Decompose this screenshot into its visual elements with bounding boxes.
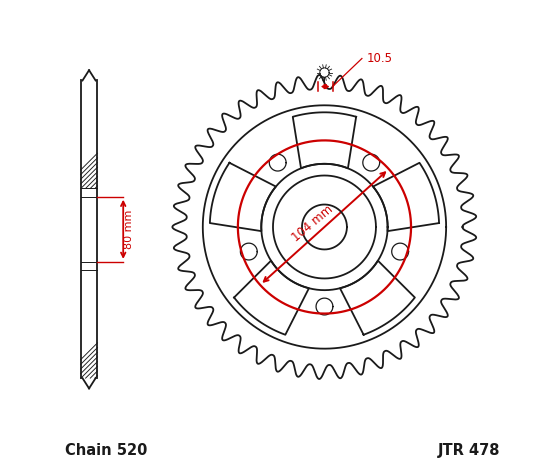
Text: Chain 520: Chain 520 bbox=[65, 443, 147, 458]
Text: 10.5: 10.5 bbox=[367, 52, 393, 65]
Text: JTR 478: JTR 478 bbox=[437, 443, 500, 458]
Text: 104 mm: 104 mm bbox=[290, 203, 336, 244]
Text: 80 mm: 80 mm bbox=[124, 210, 134, 249]
